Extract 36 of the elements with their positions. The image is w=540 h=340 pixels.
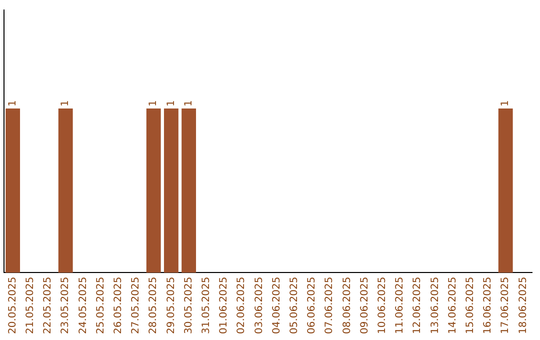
- x-tick-label: 18.06.2025: [518, 276, 529, 334]
- data-label: 1: [148, 100, 160, 107]
- x-tick-label: 22.05.2025: [42, 276, 54, 334]
- x-tick-label: 24.05.2025: [78, 276, 89, 334]
- x-tick-label: 20.05.2025: [7, 276, 18, 334]
- x-tick-label: 05.06.2025: [288, 276, 300, 334]
- x-tick-label: 14.06.2025: [447, 276, 458, 334]
- data-label: 1: [183, 100, 194, 107]
- x-tick-label: 25.05.2025: [95, 276, 106, 334]
- x-tick-label: 29.05.2025: [166, 276, 177, 334]
- data-label: 1: [7, 100, 18, 107]
- x-tick-label: 28.05.2025: [148, 276, 160, 334]
- x-tick-label: 11.06.2025: [394, 276, 406, 334]
- x-tick-label: 07.06.2025: [324, 276, 336, 334]
- data-label: 1: [500, 100, 512, 107]
- x-tick-label: 16.06.2025: [482, 276, 494, 334]
- x-tick-label: 03.06.2025: [254, 276, 265, 334]
- x-tick-label: 13.06.2025: [430, 276, 441, 334]
- x-tick-label: 26.05.2025: [112, 276, 124, 334]
- x-tick-label: 04.06.2025: [271, 276, 282, 334]
- x-tick-label: 31.05.2025: [200, 276, 212, 334]
- data-label: 1: [60, 100, 72, 107]
- data-label: 1: [166, 100, 177, 107]
- x-tick-label: 01.06.2025: [218, 276, 230, 334]
- x-tick-label: 27.05.2025: [130, 276, 142, 334]
- x-tick-label: 09.06.2025: [359, 276, 370, 334]
- x-tick-label: 06.06.2025: [306, 276, 318, 334]
- x-tick-label: 21.05.2025: [24, 276, 36, 334]
- x-tick-label: 12.06.2025: [412, 276, 424, 334]
- x-tick-label: 02.06.2025: [236, 276, 248, 334]
- x-tick-label: 08.06.2025: [342, 276, 353, 334]
- x-tick-label: 15.06.2025: [464, 276, 476, 334]
- x-tick-label: 17.06.2025: [500, 276, 512, 334]
- x-tick-label: 23.05.2025: [60, 276, 72, 334]
- x-tick-label: 30.05.2025: [183, 276, 194, 334]
- x-tick-label: 10.06.2025: [376, 276, 388, 334]
